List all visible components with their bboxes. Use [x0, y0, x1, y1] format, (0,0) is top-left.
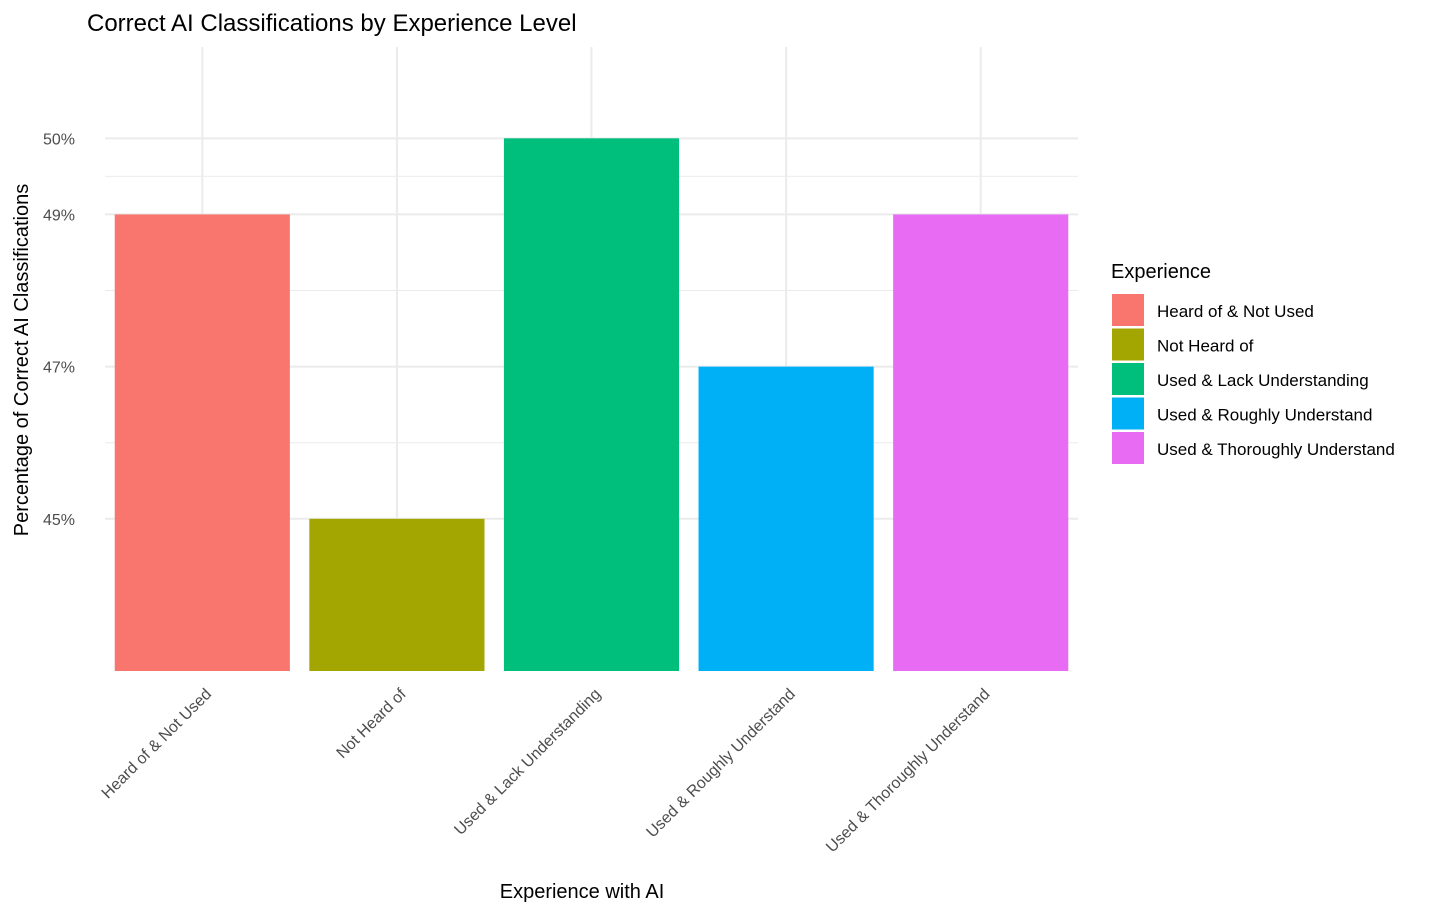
x-tick-label: Not Heard of — [334, 685, 411, 762]
legend-label: Heard of & Not Used — [1157, 302, 1314, 321]
legend-label: Used & Lack Understanding — [1157, 371, 1369, 390]
legend-swatch — [1112, 397, 1144, 430]
bar — [503, 138, 680, 671]
legend-title: Experience — [1111, 261, 1211, 283]
y-axis-title: Percentage of Correct AI Classifications — [11, 184, 33, 536]
x-axis-title: Experience with AI — [500, 881, 665, 903]
legend-label: Not Heard of — [1157, 337, 1254, 356]
x-tick-label: Heard of & Not Used — [99, 686, 215, 802]
bar — [698, 366, 874, 671]
y-tick-label: 50% — [43, 131, 75, 148]
y-tick-label: 49% — [43, 207, 75, 224]
legend-swatch — [1112, 294, 1144, 326]
chart-title: Correct AI Classifications by Experience… — [87, 10, 577, 37]
legend-swatch — [1112, 328, 1144, 361]
x-tick-label: Used & Roughly Understand — [644, 686, 799, 841]
x-tick-label: Used & Thoroughly Understand — [823, 686, 993, 856]
legend-label: Used & Roughly Understand — [1157, 406, 1372, 425]
bar — [893, 214, 1069, 672]
legend-label: Used & Thoroughly Understand — [1157, 440, 1395, 459]
y-axis-ticks: 45% 47% 49% 50% — [43, 131, 75, 528]
bar — [114, 214, 290, 672]
legend-swatch — [1112, 432, 1144, 464]
x-axis-ticks: Heard of & Not Used Not Heard of Used & La… — [99, 685, 994, 856]
x-tick-label: Used & Lack Understanding — [451, 686, 604, 839]
legend: Experience Heard of & Not Used Not Heard … — [1111, 261, 1395, 464]
bars — [114, 138, 1069, 672]
legend-swatch — [1112, 363, 1144, 395]
y-tick-label: 45% — [43, 512, 75, 529]
bar — [309, 518, 485, 671]
y-tick-label: 47% — [43, 360, 75, 377]
